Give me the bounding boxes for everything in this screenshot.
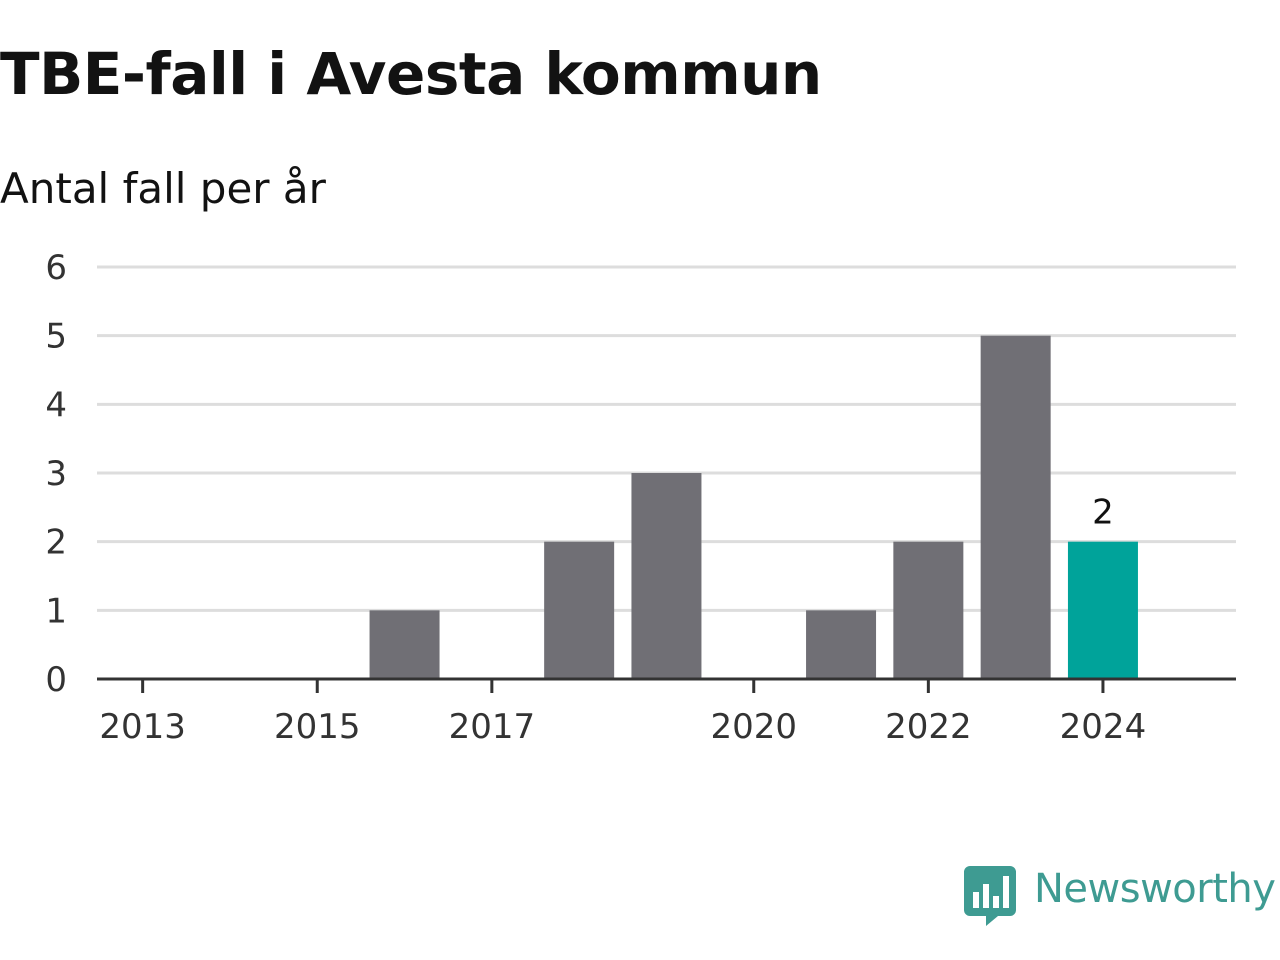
y-tick-label: 3 — [45, 454, 67, 494]
bar-2024 — [1067, 541, 1138, 679]
bar-2022 — [893, 541, 964, 679]
newsworthy-logo-icon — [964, 866, 1016, 926]
bar-2016 — [369, 610, 440, 679]
chart-subtitle: Antal fall per år — [0, 164, 326, 213]
brand-logo: Newsworthy — [962, 864, 1280, 928]
y-tick-label: 5 — [45, 317, 67, 357]
x-axis-ticks: 2013 2015 2017 2020 2022 2024 — [99, 679, 1146, 747]
x-tick-label: 2020 — [710, 707, 797, 747]
y-tick-label: 0 — [45, 660, 67, 700]
bar-2023 — [980, 335, 1051, 679]
y-tick-label: 6 — [45, 248, 67, 288]
y-tick-label: 2 — [45, 523, 67, 563]
x-tick-label: 2024 — [1060, 707, 1147, 747]
y-axis-ticks: 0 1 2 3 4 5 6 — [45, 248, 67, 700]
bar-2018 — [544, 541, 615, 679]
x-tick-label: 2015 — [274, 707, 361, 747]
x-tick-label: 2017 — [449, 707, 536, 747]
y-tick-label: 1 — [45, 591, 67, 631]
y-tick-label: 4 — [45, 385, 67, 425]
chart-title: TBE-fall i Avesta kommun — [0, 40, 822, 108]
data-labels: 2 — [1092, 493, 1114, 533]
data-label: 2 — [1092, 493, 1114, 533]
x-tick-label: 2022 — [885, 707, 972, 747]
bar-2021 — [806, 610, 877, 679]
bar-chart: 0 1 2 3 4 5 6 2013 2015 2017 2020 2022 2024 2 — [45, 248, 1236, 747]
bar-2019 — [631, 473, 702, 679]
brand-name: Newsworthy — [1034, 866, 1276, 912]
bars — [369, 335, 1138, 679]
x-tick-label: 2013 — [99, 707, 186, 747]
